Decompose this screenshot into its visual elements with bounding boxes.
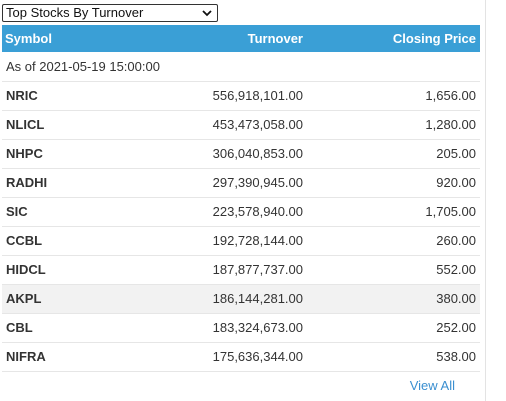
table-row[interactable]: NLICL 453,473,058.00 1,280.00 bbox=[2, 111, 480, 140]
symbol-cell: SIC bbox=[6, 204, 28, 219]
column-header-turnover[interactable]: Turnover bbox=[247, 31, 303, 46]
closing-price-cell: 1,280.00 bbox=[425, 117, 476, 132]
view-all-link[interactable]: View All bbox=[409, 378, 455, 393]
table-row[interactable]: NIFRA 175,636,344.00 538.00 bbox=[2, 343, 480, 372]
turnover-cell: 183,324,673.00 bbox=[212, 320, 303, 335]
column-header-symbol[interactable]: Symbol bbox=[5, 31, 52, 46]
turnover-cell: 297,390,945.00 bbox=[212, 175, 303, 190]
closing-price-cell: 1,705.00 bbox=[425, 204, 476, 219]
closing-price-cell: 252.00 bbox=[436, 320, 476, 335]
stock-category-select[interactable]: Top Stocks By Turnover bbox=[2, 4, 218, 22]
turnover-cell: 223,578,940.00 bbox=[212, 204, 303, 219]
closing-price-cell: 260.00 bbox=[436, 233, 476, 248]
stock-category-selected: Top Stocks By Turnover bbox=[6, 5, 144, 20]
table-header: Symbol Turnover Closing Price bbox=[2, 25, 480, 52]
symbol-cell: NHPC bbox=[6, 146, 43, 161]
closing-price-cell: 538.00 bbox=[436, 349, 476, 364]
table-row-hovered[interactable]: AKPL 186,144,281.00 380.00 bbox=[2, 285, 480, 314]
turnover-cell: 556,918,101.00 bbox=[212, 88, 303, 103]
closing-price-cell: 205.00 bbox=[436, 146, 476, 161]
turnover-table: Symbol Turnover Closing Price As of 2021… bbox=[2, 25, 480, 372]
closing-price-cell: 920.00 bbox=[436, 175, 476, 190]
symbol-cell: AKPL bbox=[6, 291, 42, 306]
symbol-cell: NLICL bbox=[6, 117, 45, 132]
table-row[interactable]: CCBL 192,728,144.00 260.00 bbox=[2, 227, 480, 256]
chevron-down-icon bbox=[202, 10, 212, 17]
turnover-cell: 187,877,737.00 bbox=[212, 262, 303, 277]
table-row[interactable]: NRIC 556,918,101.00 1,656.00 bbox=[2, 82, 480, 111]
symbol-cell: RADHI bbox=[6, 175, 48, 190]
turnover-cell: 192,728,144.00 bbox=[212, 233, 303, 248]
closing-price-cell: 552.00 bbox=[436, 262, 476, 277]
closing-price-cell: 380.00 bbox=[436, 291, 476, 306]
column-header-closing-price[interactable]: Closing Price bbox=[392, 31, 476, 46]
table-row[interactable]: NHPC 306,040,853.00 205.00 bbox=[2, 140, 480, 169]
top-stocks-widget: Top Stocks By Turnover Symbol Turnover C… bbox=[2, 0, 486, 401]
table-row[interactable]: HIDCL 187,877,737.00 552.00 bbox=[2, 256, 480, 285]
turnover-cell: 453,473,058.00 bbox=[212, 117, 303, 132]
table-row[interactable]: RADHI 297,390,945.00 920.00 bbox=[2, 169, 480, 198]
symbol-cell: CCBL bbox=[6, 233, 43, 248]
closing-price-cell: 1,656.00 bbox=[425, 88, 476, 103]
table-row[interactable]: SIC 223,578,940.00 1,705.00 bbox=[2, 198, 480, 227]
symbol-cell: HIDCL bbox=[6, 262, 46, 277]
turnover-cell: 175,636,344.00 bbox=[212, 349, 303, 364]
table-row[interactable]: CBL 183,324,673.00 252.00 bbox=[2, 314, 480, 343]
turnover-cell: 306,040,853.00 bbox=[212, 146, 303, 161]
as-of-timestamp: As of 2021-05-19 15:00:00 bbox=[2, 52, 480, 82]
symbol-cell: CBL bbox=[6, 320, 33, 335]
symbol-cell: NIFRA bbox=[6, 349, 46, 364]
symbol-cell: NRIC bbox=[6, 88, 38, 103]
turnover-cell: 186,144,281.00 bbox=[212, 291, 303, 306]
